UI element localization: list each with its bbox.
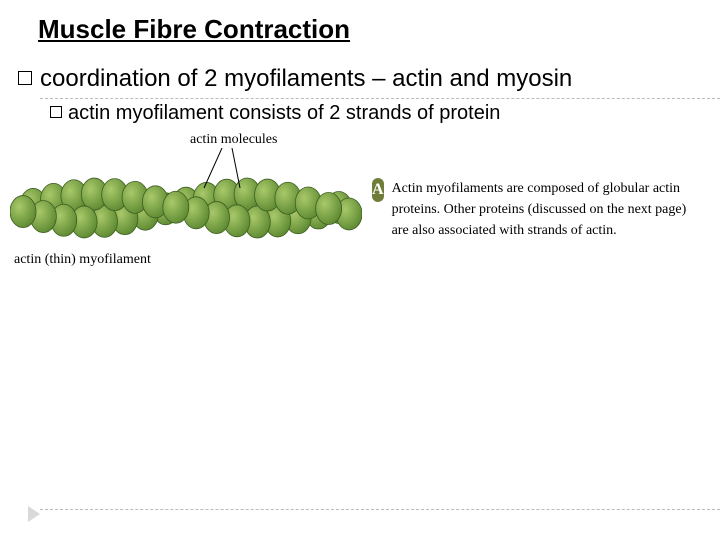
square-bullet-small-icon xyxy=(50,106,62,118)
divider-bottom xyxy=(40,509,720,510)
actin-helix-svg xyxy=(10,130,362,250)
bullet-main-text: coordination of 2 myofilaments – actin a… xyxy=(40,63,572,94)
side-description: A Actin myofilaments are composed of glo… xyxy=(372,130,702,241)
bullet-main-row: coordination of 2 myofilaments – actin a… xyxy=(0,55,720,94)
side-text: Actin myofilaments are composed of globu… xyxy=(392,178,702,241)
figure-row: actin molecules actin (thin) myofilament… xyxy=(0,126,720,268)
panel-badge: A xyxy=(372,178,384,202)
bullet-sub-text: actin myofilament consists of 2 strands … xyxy=(68,100,500,126)
actin-bottom-label: actin (thin) myofilament xyxy=(10,250,362,268)
page-title: Muscle Fibre Contraction xyxy=(0,0,720,55)
triangle-icon xyxy=(28,506,40,522)
divider-top xyxy=(40,98,720,99)
callout-label: actin molecules xyxy=(190,132,277,148)
square-bullet-icon xyxy=(18,71,32,85)
callout-line-icon xyxy=(202,148,262,190)
actin-diagram: actin molecules actin (thin) myofilament xyxy=(10,130,362,268)
